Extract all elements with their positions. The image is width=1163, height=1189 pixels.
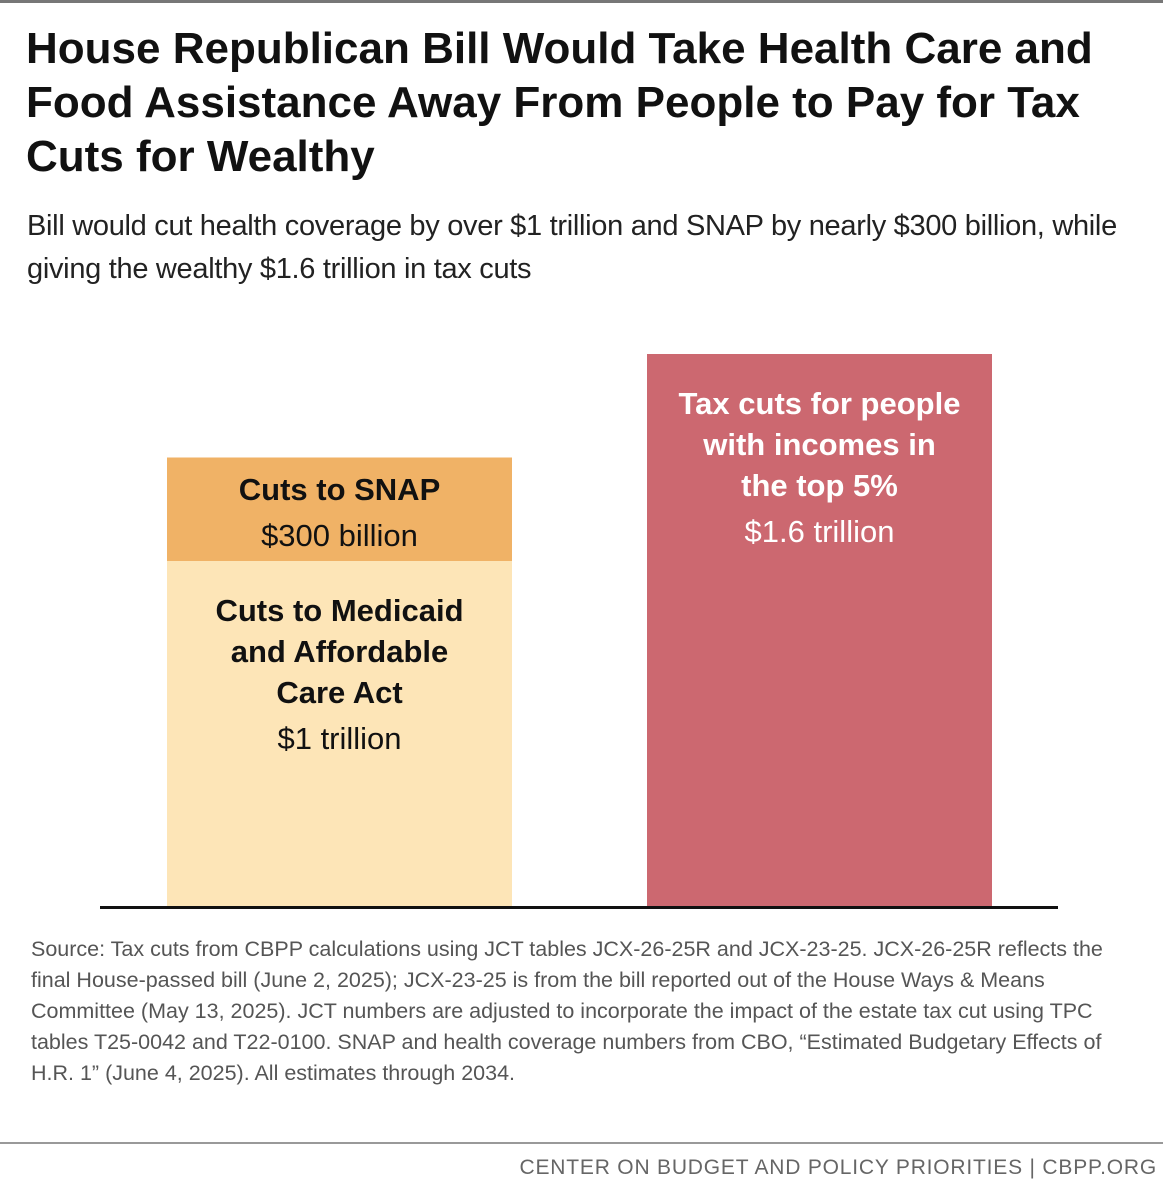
bottom-rule — [0, 1142, 1163, 1144]
bar-segment-0 — [167, 561, 512, 906]
bar-value-label-2: $1.6 trillion — [745, 514, 895, 549]
bar-segment-1 — [167, 457, 512, 561]
bar-label-2-line-0: Tax cuts for people — [679, 386, 961, 421]
bar-label-2-line-1: with incomes in — [702, 427, 936, 462]
source-note: Source: Tax cuts from CBPP calculations … — [31, 937, 1103, 1085]
stacked-bar-chart: Cuts to Medicaid and Affordable Care Act $1… — [100, 354, 1058, 909]
chart-subtitle: Bill would cut health coverage by over $… — [27, 210, 1117, 285]
footer-credit: CENTER ON BUDGET AND POLICY PRIORITIES |… — [519, 1156, 1157, 1179]
bar-label-0-line-2: Care Act — [276, 675, 402, 710]
bar-segment-2 — [647, 354, 992, 906]
bar-value-label-1: $300 billion — [261, 518, 418, 553]
bar-label-0-line-1: and Affordable — [231, 634, 449, 669]
top-rule — [0, 0, 1163, 3]
bar-label-1-line-0: Cuts to SNAP — [239, 472, 441, 507]
chart-title: House Republican Bill Would Take Health … — [26, 24, 1093, 181]
bar-value-label-0: $1 trillion — [277, 721, 401, 756]
bar-label-2-line-2: the top 5% — [741, 468, 898, 503]
bar-label-0-line-0: Cuts to Medicaid — [215, 593, 463, 628]
